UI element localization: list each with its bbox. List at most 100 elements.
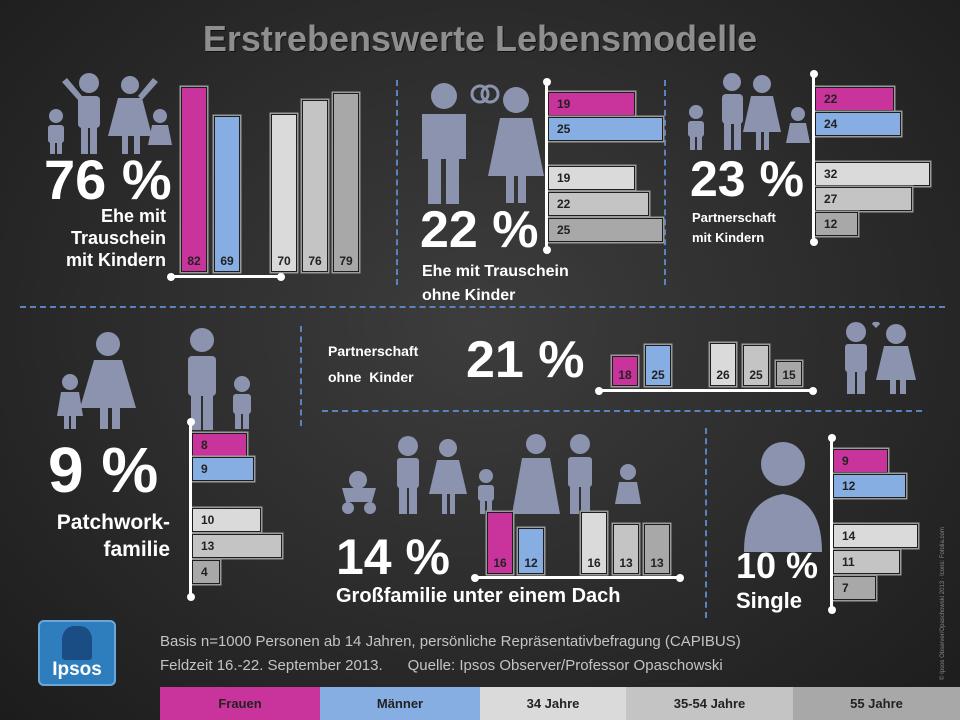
partner_kinder-axis-dot-end [810,238,818,246]
grossfamilie-axis [474,576,679,579]
divider-v3 [705,428,707,618]
divider-h3 [322,410,922,412]
legend-34-jahre: 34 Jahre [480,687,626,720]
grossfamilie-value-35-54-jahre: 13 [619,556,633,570]
single-bar-55-jahre: 7 [833,576,876,600]
legend-35-54-jahre: 35-54 Jahre [626,687,793,720]
ehe_ohne-bar-frauen: 19 [548,92,635,116]
single-bar-maenner: 12 [833,474,906,498]
partner_kinder-value-34-jahre: 32 [824,167,838,181]
ehe_ohne-value-55-jahre: 25 [557,223,571,237]
partner_ohne-value-35-54-jahre: 25 [749,368,763,382]
single-value-34-jahre: 14 [842,529,856,543]
copyright-note: © Ipsos Observer/Opaschowski 2013 ∙ Icon… [940,527,946,680]
legend-frauen: Frauen [160,687,320,720]
ipsos-logo-text: Ipsos [52,659,102,680]
partner_kinder-value-frauen: 22 [824,92,838,106]
ehe_kinder-bar-frauen: 82 [181,87,207,272]
label-single: Single [736,588,803,613]
page-title: Erstrebenswerte Lebensmodelle [202,18,758,59]
ehe_ohne-value-frauen: 19 [557,97,571,111]
partner-family-icon [688,73,810,150]
patchwork-bar-35-54-jahre: 13 [192,534,282,558]
legend-55-jahre: 55 Jahre [793,687,960,720]
label-ehe-ohne-2: ohne Kinder [422,287,516,304]
grossfamilie-axis-dot-end [676,574,684,582]
footer-source: Feldzeit 16.-22. September 2013. Quelle:… [160,657,723,674]
grossfamilie-bar-34-jahre: 16 [581,512,607,574]
label-patchwork-2: familie [103,538,170,561]
ehe_ohne-bar-35-54-jahre: 22 [548,192,649,216]
single-bar-frauen: 9 [833,449,888,473]
single-axis-dot-start [828,434,836,442]
partner_ohne-value-34-jahre: 26 [716,368,730,382]
single-value-55-jahre: 7 [842,581,849,595]
label-ehe-ohne-1: Ehe mit Trauschein [422,263,569,280]
ehe_ohne-value-34-jahre: 19 [557,171,571,185]
patchwork-bar-maenner: 9 [192,457,254,481]
ehe_kinder-value-55-jahre: 79 [339,254,353,268]
partner_kinder-bar-55-jahre: 12 [815,212,858,236]
grossfamilie-bar-maenner: 12 [518,528,544,574]
partner_ohne-value-maenner: 25 [651,368,665,382]
partner_kinder-bar-maenner: 24 [815,112,901,136]
grossfamilie-bar-55-jahre: 13 [644,524,670,574]
label-ehe-kinder-1: Ehe mit [100,206,166,226]
grossfamilie-bar-35-54-jahre: 13 [613,524,639,574]
partner_ohne-axis [598,389,812,392]
divider-h2 [300,326,302,426]
ipsos-logo-icon [62,626,92,660]
patchwork-value-35-54-jahre: 13 [201,539,215,553]
percent-ehe-ohne: 22 % [420,201,539,259]
label-partner-ohne-1: Partnerschaft [328,343,419,359]
label-ehe-kinder-3: mit Kindern [65,250,166,270]
label-ehe-kinder-2: Trauschein [70,228,166,248]
patchwork-axis [189,422,192,597]
ehe_kinder-axis-dot-start [167,273,175,281]
single-bar-34-jahre: 14 [833,524,918,548]
partner_kinder-value-maenner: 24 [824,117,838,131]
partner_kinder-value-35-54-jahre: 27 [824,192,838,206]
patchwork-bar-55-jahre: 4 [192,560,220,584]
ehe_kinder-bar-34-jahre: 70 [271,114,297,272]
patchwork-value-maenner: 9 [201,462,208,476]
grossfamilie-bar-frauen: 16 [487,512,513,574]
divider-h1 [20,306,945,308]
percent-grossfamilie: 14 % [336,529,450,585]
couple-rings-icon [422,83,544,204]
divider-v2 [664,80,666,285]
partner_ohne-bar-35-54-jahre: 25 [743,345,769,386]
percent-patchwork: 9 % [48,434,159,506]
single-axis-dot-end [828,606,836,614]
partner_kinder-bar-frauen: 22 [815,87,894,111]
grossfamilie-value-frauen: 16 [493,556,507,570]
label-partner-kinder-2: mit Kindern [692,230,765,245]
ipsos-logo: Ipsos [38,620,116,686]
ehe_ohne-axis-dot-start [543,78,551,86]
partner_ohne-axis-dot-end [809,387,817,395]
partner_kinder-axis [812,74,815,242]
grossfamilie-value-55-jahre: 13 [650,556,664,570]
partner_ohne-bar-frauen: 18 [612,356,638,386]
partner_kinder-bar-34-jahre: 32 [815,162,930,186]
ehe_kinder-value-frauen: 82 [187,254,201,268]
ehe_kinder-value-35-54-jahre: 76 [308,254,322,268]
partner_ohne-axis-dot-start [595,387,603,395]
patchwork-axis-dot-end [187,593,195,601]
percent-ehe-kinder: 76 % [44,148,172,211]
ehe_ohne-bar-34-jahre: 19 [548,166,635,190]
patchwork-icon [57,328,251,430]
family-icon [48,73,172,154]
patchwork-bar-frauen: 8 [192,433,247,457]
footer-basis: Basis n=1000 Personen ab 14 Jahren, pers… [160,633,741,650]
single-value-frauen: 9 [842,454,849,468]
patchwork-value-34-jahre: 10 [201,513,215,527]
label-grossfamilie: Großfamilie unter einem Dach [336,585,621,607]
ehe_ohne-axis [545,82,548,250]
legend-maenner: Männer [320,687,480,720]
partner_ohne-value-55-jahre: 15 [782,368,796,382]
partner_ohne-bar-34-jahre: 26 [710,343,736,386]
ehe_kinder-bar-55-jahre: 79 [333,93,359,272]
partner_ohne-bar-55-jahre: 15 [776,361,802,386]
partner_ohne-bar-maenner: 25 [645,345,671,386]
